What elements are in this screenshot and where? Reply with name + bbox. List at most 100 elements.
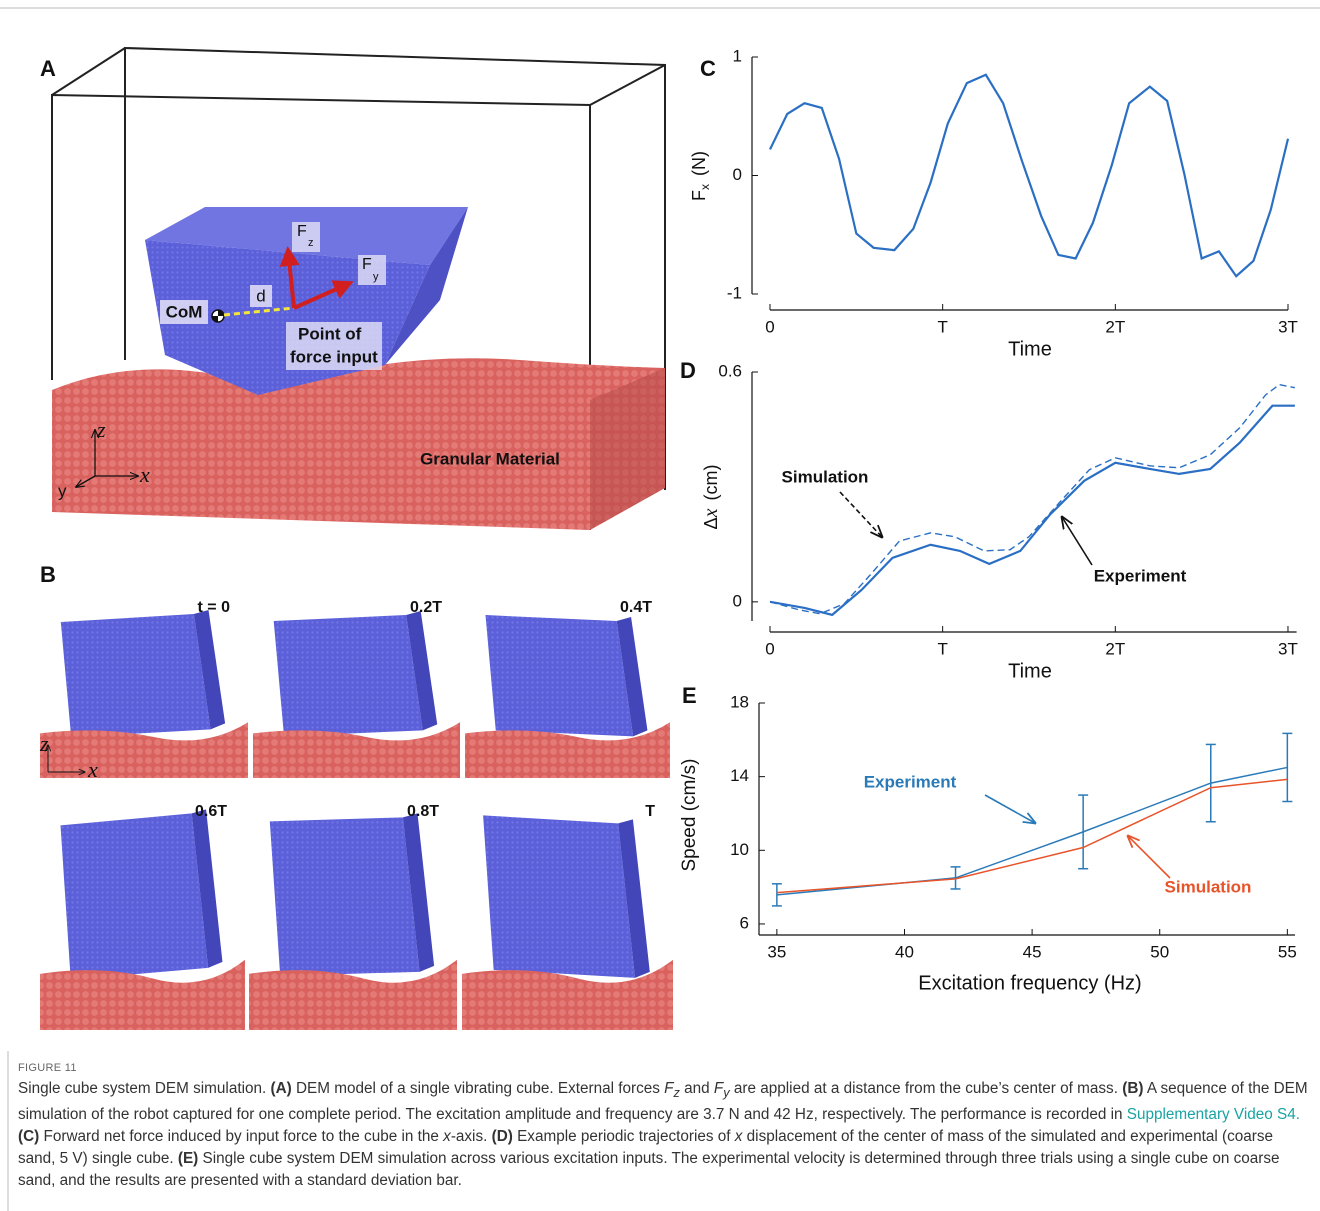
link[interactable]: Supplementary Video S4. <box>1126 1106 1300 1124</box>
y-tick-label: 1 <box>733 46 742 65</box>
fy-label: F <box>362 256 372 273</box>
series-line <box>769 73 1290 278</box>
cube-side <box>402 813 435 972</box>
y-axis-label: Fx (N) <box>689 151 712 201</box>
series-annotation: Simulation <box>782 467 869 486</box>
cube-front <box>60 813 209 980</box>
d-label: d <box>256 286 265 305</box>
sand <box>40 959 245 1030</box>
text: DEM model of a single vibrating cube. Ex… <box>291 1080 665 1097</box>
sand <box>465 722 670 778</box>
text: A sequence of the DEM simulation of the … <box>18 1080 1308 1124</box>
material-label: Granular Material <box>420 449 560 468</box>
point-label: force input <box>290 347 378 366</box>
annotation-arrow <box>1128 836 1171 879</box>
axis-z: z <box>39 731 49 756</box>
y-axis-label-part: (cm) <box>701 465 721 501</box>
panel-a: A CoM d F z F y Point of force input Gra… <box>40 46 666 530</box>
bold: (E) <box>177 1150 199 1168</box>
text: Example periodic trajectories of <box>512 1128 735 1146</box>
fy-arrow <box>293 280 354 310</box>
x-tick-label: 2T <box>1105 639 1125 658</box>
x-axis-label: Excitation frequency (Hz) <box>918 972 1141 994</box>
figure: A CoM d F z F y Point of force input Gra… <box>0 7 1320 1030</box>
axis-y: y <box>58 481 67 500</box>
series-line <box>769 404 1295 617</box>
bold: (B) <box>1122 1080 1144 1097</box>
label-bg <box>160 300 208 324</box>
series-annotation: Experiment <box>864 772 957 791</box>
text: are applied at a distance from the cube’… <box>729 1080 1123 1097</box>
label-bg <box>292 222 320 252</box>
y-tick-label: 0.6 <box>718 361 742 380</box>
annotation-arrow <box>839 491 882 537</box>
sim-frame: 0.6T <box>40 796 245 1030</box>
y-tick-label: -1 <box>727 283 742 302</box>
x-tick-label: 0 <box>765 317 774 336</box>
sim-frame: T <box>462 796 673 1030</box>
x-tick-label: 55 <box>1278 942 1297 961</box>
y-axis-label-part: F <box>689 190 709 201</box>
x-tick-label: 40 <box>895 942 914 961</box>
x-tick-label: 3T <box>1278 639 1298 658</box>
point-label: Point of <box>298 324 362 343</box>
y-axis-label: Speed (cm/s) <box>679 759 700 872</box>
panel-label: C <box>700 56 716 81</box>
x-tick-label: T <box>937 317 947 336</box>
axis-x: x <box>139 462 150 487</box>
y-axis-label-part: Δ <box>701 517 721 529</box>
bold: (A) <box>270 1080 292 1097</box>
x-axis-label: Time <box>1008 338 1052 360</box>
frame-label: t = 0 <box>198 599 231 616</box>
cube-front <box>483 815 636 978</box>
caption: FIGURE 11 Single cube system DEM simulat… <box>18 1062 1314 1192</box>
frame-label: 0.4T <box>620 599 652 616</box>
sim-frame: 0.2T <box>253 592 460 778</box>
y-axis-label-part: x <box>698 184 712 190</box>
y-axis-label-part: x <box>700 508 722 518</box>
com-label: CoM <box>166 302 203 321</box>
cube-side <box>191 809 223 968</box>
x-tick-label: 2T <box>1105 317 1125 336</box>
sand <box>462 959 673 1030</box>
com-marker-fill <box>212 310 224 322</box>
annotation-arrow <box>984 794 1035 823</box>
x-tick-label: 35 <box>767 942 786 961</box>
fy-sub: y <box>373 271 379 283</box>
text: Forward net force induced by input force… <box>39 1128 444 1146</box>
italic: F <box>664 1080 674 1097</box>
panel-label: D <box>680 358 696 383</box>
granular-side <box>590 368 665 530</box>
sim-frame: 0.4T <box>465 592 670 778</box>
fz-sub: z <box>308 237 314 249</box>
cube-front <box>269 817 420 976</box>
cube-side <box>385 207 468 365</box>
cube-side <box>193 610 226 730</box>
cube-front <box>485 615 634 737</box>
axis-z: z <box>96 417 106 442</box>
series-annotation: Simulation <box>1165 877 1252 896</box>
axis-x: x <box>87 757 98 782</box>
italic: x <box>734 1128 743 1146</box>
text: Single cube system DEM simulation across… <box>18 1150 1280 1190</box>
italic: x <box>443 1128 451 1146</box>
series-annotation: Experiment <box>1094 566 1187 585</box>
panel-label: B <box>40 562 56 587</box>
text: Single cube system DEM simulation. <box>18 1080 271 1097</box>
label-bg <box>286 322 382 370</box>
y-tick-label: 10 <box>730 840 749 859</box>
frame-label: 0.8T <box>407 803 439 820</box>
x-tick-label: 50 <box>1150 942 1169 961</box>
panel-b: B t = 0 0.2T 0.4T 0.6T 0.8T Tz x <box>39 562 673 1030</box>
x-tick-label: T <box>937 639 947 658</box>
bold: (D) <box>491 1128 513 1146</box>
y-tick-label: 14 <box>730 766 749 785</box>
x-tick-label: 0 <box>765 639 774 658</box>
y-tick-label: 0 <box>733 165 742 184</box>
x-tick-label: 45 <box>1023 942 1042 961</box>
text: and <box>679 1080 714 1097</box>
bold: (C) <box>18 1128 40 1146</box>
y-tick-label: 6 <box>740 913 749 932</box>
label-bg <box>250 285 272 307</box>
label-bg <box>358 255 386 285</box>
